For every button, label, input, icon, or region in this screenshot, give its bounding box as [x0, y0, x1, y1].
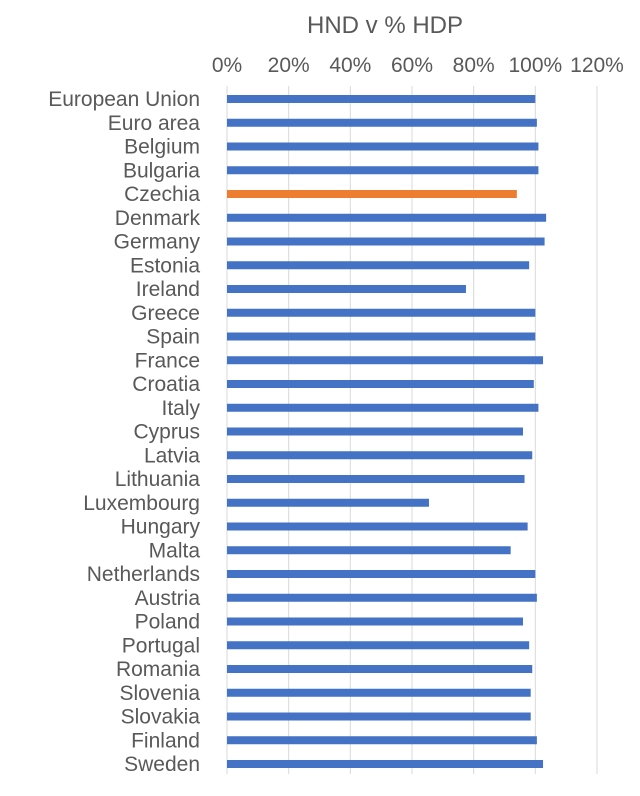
bar	[227, 427, 523, 436]
category-label: Greece	[131, 302, 200, 325]
bar	[227, 641, 530, 650]
category-label: Malta	[149, 539, 201, 562]
bar	[227, 593, 537, 602]
category-label: Finland	[131, 729, 200, 752]
category-label: Czechia	[124, 183, 200, 206]
category-label: Bulgaria	[123, 159, 200, 182]
bar	[227, 712, 531, 721]
category-label: Slovenia	[119, 682, 200, 705]
category-label: European Union	[48, 88, 200, 111]
category-label: Germany	[114, 231, 201, 254]
category-label: Cyprus	[133, 421, 200, 444]
bar	[227, 380, 534, 388]
x-tick-label: 100%	[508, 54, 562, 77]
category-label: Hungary	[121, 516, 201, 539]
category-label: Latvia	[144, 444, 200, 467]
bar	[227, 166, 539, 175]
chart-title: HND v % HDP	[307, 12, 463, 39]
bar	[227, 213, 547, 222]
category-label: Luxembourg	[83, 492, 200, 515]
bar	[227, 498, 429, 507]
category-label: Slovakia	[121, 706, 201, 729]
category-label: Belgium	[124, 136, 200, 159]
bar	[227, 760, 544, 768]
x-tick-label: 80%	[453, 54, 495, 77]
bar	[227, 736, 537, 745]
category-label: Italy	[161, 397, 200, 420]
bar	[227, 237, 545, 246]
category-label: Sweden	[124, 753, 200, 776]
category-label: Spain	[146, 326, 200, 349]
bar	[227, 190, 517, 198]
category-label: Euro area	[108, 112, 201, 135]
bar	[227, 142, 539, 151]
bar	[227, 522, 528, 531]
bars	[227, 95, 547, 768]
bar	[227, 451, 533, 460]
bar	[227, 118, 537, 127]
category-label: Estonia	[130, 254, 200, 277]
category-label: Netherlands	[87, 563, 200, 586]
bar	[227, 285, 466, 293]
x-tick-label: 40%	[329, 54, 371, 77]
category-label: France	[135, 349, 200, 372]
bar	[227, 95, 536, 103]
category-label: Croatia	[132, 373, 200, 396]
bar	[227, 617, 523, 626]
bar	[227, 665, 533, 673]
x-axis-tick-labels: 0% 20% 40% 60% 80% 100% 120%	[212, 54, 624, 77]
bar	[227, 261, 530, 270]
x-tick-label: 120%	[570, 54, 624, 77]
category-label: Poland	[135, 611, 200, 634]
x-tick-label: 0%	[212, 54, 242, 77]
bar	[227, 332, 536, 341]
category-label: Austria	[135, 587, 201, 610]
bar	[227, 546, 511, 555]
bar	[227, 308, 536, 317]
category-label: Portugal	[122, 634, 200, 657]
bar	[227, 570, 536, 578]
category-label: Ireland	[136, 278, 200, 301]
category-label: Romania	[116, 658, 200, 681]
x-tick-label: 60%	[391, 54, 433, 77]
bar	[227, 356, 544, 365]
category-label: Lithuania	[115, 468, 201, 491]
x-tick-label: 20%	[268, 54, 310, 77]
bar	[227, 403, 539, 412]
bar	[227, 688, 531, 697]
category-label: Denmark	[115, 207, 201, 230]
bar	[227, 475, 525, 483]
